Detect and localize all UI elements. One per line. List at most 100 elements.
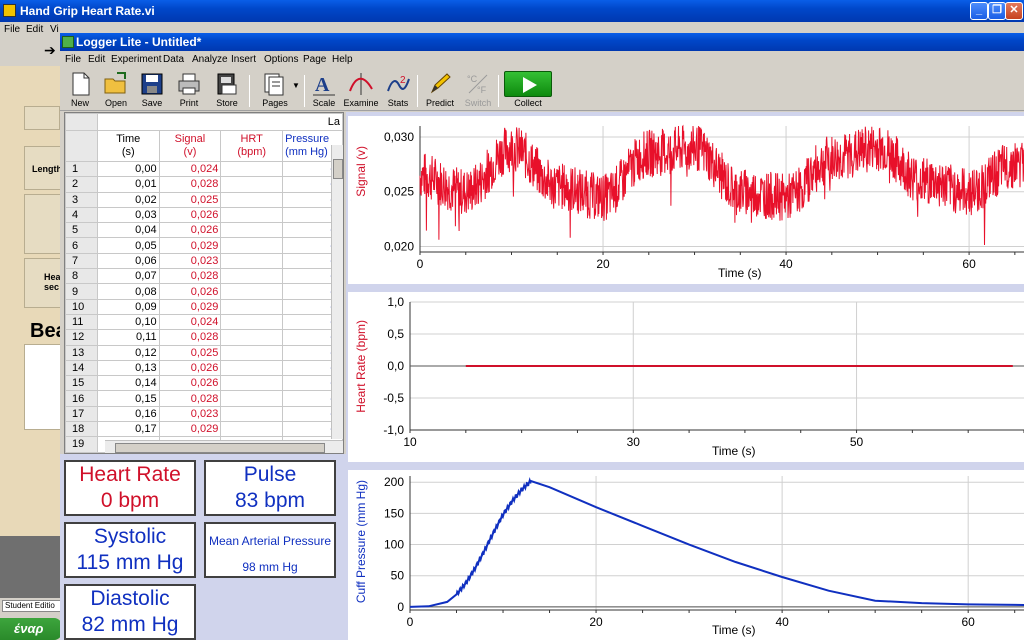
row-number[interactable]: 5 (65, 222, 98, 239)
heart-rate-graph-svg[interactable]: 10 30 50 -1,0 -0,5 0,0 0,5 1,0 (348, 292, 1024, 462)
pages-button[interactable]: Pages (252, 71, 298, 109)
cell-signal[interactable]: 0,024 (158, 160, 222, 178)
cell-signal[interactable]: 0,029 (158, 237, 222, 254)
cell-time[interactable]: 0,07 (96, 268, 160, 285)
table-row[interactable]: 20,010,028-0 (65, 176, 343, 193)
cell-time[interactable]: 0,10 (96, 313, 160, 331)
row-number[interactable]: 7 (65, 252, 98, 270)
table-row[interactable]: 90,080,026-0 (65, 283, 343, 300)
cell-hrt[interactable] (220, 206, 284, 224)
table-row[interactable]: 180,170,029-0 (65, 421, 343, 438)
cell-hrt[interactable] (220, 176, 284, 193)
scrollbar-thumb[interactable] (333, 159, 343, 179)
column-header-time[interactable]: Time (s) (96, 130, 160, 162)
cell-signal[interactable]: 0,023 (158, 405, 222, 423)
row-number[interactable]: 16 (65, 390, 98, 407)
cell-time[interactable]: 0,14 (96, 375, 160, 392)
mean-arterial-pressure-meter[interactable]: Mean Arterial Pressure 98 mm Hg (204, 522, 336, 578)
vi-control-box[interactable] (24, 106, 60, 130)
cell-hrt[interactable] (220, 237, 284, 254)
row-number[interactable]: 2 (65, 176, 98, 193)
cell-time[interactable]: 0,02 (96, 191, 160, 208)
cell-signal[interactable]: 0,028 (158, 329, 222, 346)
cell-signal[interactable]: 0,025 (158, 344, 222, 361)
cell-hrt[interactable] (220, 344, 284, 361)
cell-signal[interactable]: 0,023 (158, 252, 222, 270)
cell-signal[interactable]: 0,026 (158, 359, 222, 377)
cell-hrt[interactable] (220, 329, 284, 346)
store-button[interactable]: Store (208, 71, 246, 109)
menu-file[interactable]: File (65, 54, 82, 65)
row-number[interactable]: 12 (65, 329, 98, 346)
row-number[interactable]: 9 (65, 283, 98, 300)
table-row[interactable]: 70,060,023-0 (65, 252, 343, 270)
cell-time[interactable]: 0,04 (96, 222, 160, 239)
cell-time[interactable]: 0,08 (96, 283, 160, 300)
cuff-pressure-graph[interactable]: 0 20 40 60 0 50 100 150 200 Cuff Pressure (mm Hg… (348, 470, 1024, 640)
menu-page[interactable]: Page (303, 54, 327, 65)
row-number[interactable]: 17 (65, 405, 98, 423)
new-button[interactable]: New (61, 71, 99, 109)
cell-time[interactable]: 0,03 (96, 206, 160, 224)
table-row[interactable]: 130,120,025-0 (65, 344, 343, 361)
row-number[interactable]: 14 (65, 359, 98, 377)
menu-experiment[interactable]: Experiment (111, 54, 162, 65)
collect-button[interactable]: Collect (502, 71, 554, 109)
row-number[interactable]: 8 (65, 268, 98, 285)
cell-signal[interactable]: 0,026 (158, 375, 222, 392)
cell-hrt[interactable] (220, 252, 284, 270)
column-header-signal[interactable]: Signal (v) (158, 130, 222, 162)
table-row[interactable]: 50,040,026-0 (65, 222, 343, 239)
menu-edit[interactable]: Edit (88, 54, 106, 65)
row-number[interactable]: 3 (65, 191, 98, 208)
menu-data[interactable]: Data (163, 54, 185, 65)
cell-hrt[interactable] (220, 222, 284, 239)
cuff-pressure-graph-svg[interactable]: 0 20 40 60 0 50 100 150 200 (348, 470, 1024, 640)
cell-signal[interactable]: 0,028 (158, 390, 222, 407)
pages-dropdown-icon[interactable]: ▼ (292, 81, 300, 90)
cell-time[interactable]: 0,05 (96, 237, 160, 254)
row-number[interactable]: 13 (65, 344, 98, 361)
cell-time[interactable]: 0,11 (96, 329, 160, 346)
table-row[interactable]: 10,000,024-0 (65, 160, 343, 178)
cell-hrt[interactable] (220, 405, 284, 423)
cell-hrt[interactable] (220, 375, 284, 392)
cell-signal[interactable]: 0,024 (158, 313, 222, 331)
print-button[interactable]: Print (170, 71, 208, 109)
cell-time[interactable]: 0,15 (96, 390, 160, 407)
examine-button[interactable]: Examine (341, 71, 381, 109)
cell-time[interactable]: 0,00 (96, 160, 160, 178)
menu-analyze[interactable]: Analyze (192, 54, 228, 65)
cell-time[interactable]: 0,06 (96, 252, 160, 270)
cell-hrt[interactable] (220, 283, 284, 300)
cell-signal[interactable]: 0,025 (158, 191, 222, 208)
scrollbar-thumb[interactable] (115, 443, 325, 453)
vi-menu-file[interactable]: File (4, 24, 21, 35)
table-row[interactable]: 150,140,026-0 (65, 375, 343, 392)
cell-hrt[interactable] (220, 298, 284, 315)
cell-time[interactable]: 0,01 (96, 176, 160, 193)
row-number[interactable]: 6 (65, 237, 98, 254)
cell-hrt[interactable] (220, 160, 284, 178)
open-button[interactable]: Open (97, 71, 135, 109)
menu-options[interactable]: Options (264, 54, 299, 65)
cell-signal[interactable]: 0,029 (158, 298, 222, 315)
restore-button[interactable]: ❐ (988, 2, 1006, 20)
heart-rate-graph[interactable]: 10 30 50 -1,0 -0,5 0,0 0,5 1,0 Heart Rate (bpm)… (348, 292, 1024, 462)
cell-time[interactable]: 0,17 (96, 421, 160, 438)
cell-hrt[interactable] (220, 313, 284, 331)
row-number[interactable]: 10 (65, 298, 98, 315)
cell-hrt[interactable] (220, 421, 284, 438)
table-row[interactable]: 100,090,029-0 (65, 298, 343, 315)
table-row[interactable]: 80,070,028-0 (65, 268, 343, 285)
menu-insert[interactable]: Insert (231, 54, 257, 65)
cell-hrt[interactable] (220, 191, 284, 208)
cell-time[interactable]: 0,12 (96, 344, 160, 361)
row-number[interactable]: 18 (65, 421, 98, 438)
table-row[interactable]: 160,150,028-0 (65, 390, 343, 407)
cell-signal[interactable]: 0,026 (158, 222, 222, 239)
start-button[interactable]: έναρ (0, 618, 62, 640)
menu-help[interactable]: Help (332, 54, 353, 65)
signal-graph-svg[interactable]: 0 20 40 60 0,020 0,025 0,030 (348, 116, 1024, 284)
table-row[interactable]: 140,130,026-0 (65, 359, 343, 377)
